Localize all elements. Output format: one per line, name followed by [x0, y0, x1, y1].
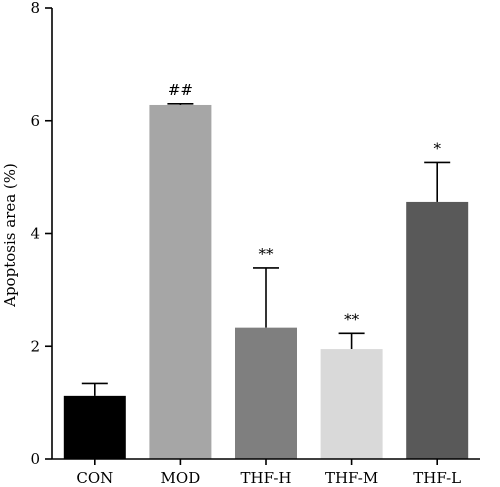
- significance-marker: *: [433, 139, 441, 157]
- bar-thf-h: [235, 327, 297, 459]
- y-axis-label: Apoptosis area (%): [1, 163, 19, 308]
- x-axis: CON MOD THF-H THF-M THF-L: [52, 458, 480, 487]
- y-tick-label: 4: [30, 225, 40, 243]
- bar-thf-m: [320, 349, 383, 459]
- significance-marker: **: [259, 245, 275, 263]
- x-tick-label: CON: [76, 469, 113, 487]
- y-tick-label: 2: [30, 337, 40, 355]
- significance-marker: **: [344, 310, 360, 328]
- x-tick-label: MOD: [161, 469, 201, 487]
- y-tick-label: 0: [30, 450, 40, 468]
- x-tick-label: THF-M: [325, 469, 378, 487]
- bar-mod: [149, 104, 212, 459]
- bar-con: [63, 395, 126, 459]
- y-axis: 0 2 4 6 8: [30, 0, 53, 468]
- significance-marker: ##: [168, 81, 193, 99]
- bar-thf-l: [406, 201, 469, 459]
- x-tick-label: THF-H: [241, 469, 292, 487]
- y-tick-label: 6: [30, 112, 40, 130]
- y-tick-label: 8: [30, 0, 40, 17]
- x-tick-label: THF-L: [413, 469, 461, 487]
- bars: ##*****: [63, 81, 469, 459]
